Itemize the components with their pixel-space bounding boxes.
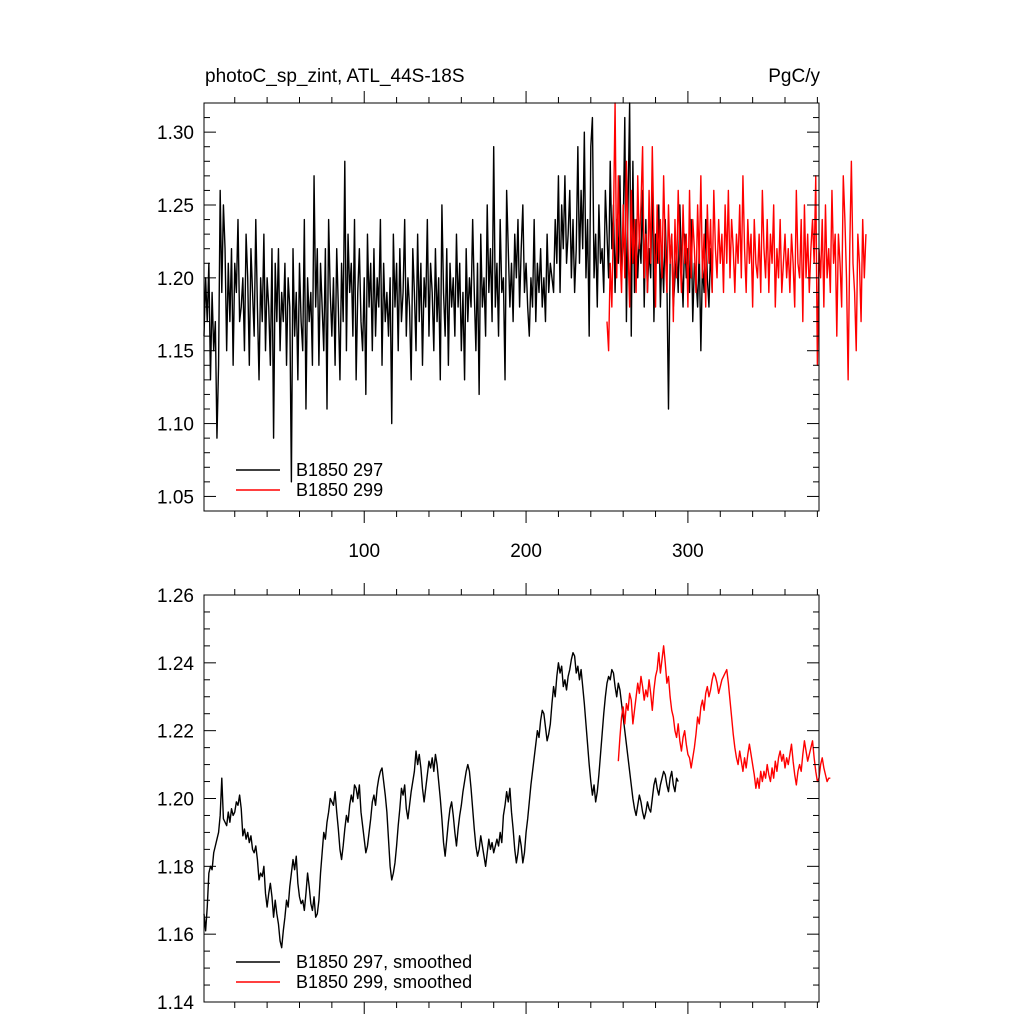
y-tick-label: 1.24 xyxy=(157,654,194,675)
legend-label-1: B1850 297 xyxy=(296,460,383,480)
series-line-2 xyxy=(617,645,831,790)
legend-label-1: B1850 297, smoothed xyxy=(296,952,472,972)
y-tick-label: 1.22 xyxy=(157,722,194,743)
legend-label-2: B1850 299, smoothed xyxy=(296,972,472,992)
top-chart-title: photoC_sp_zint, ATL_44S-18S xyxy=(205,66,465,87)
x-tick-label: 300 xyxy=(672,541,704,562)
legend-label-2: B1850 299 xyxy=(296,480,383,500)
y-tick-label: 1.14 xyxy=(157,993,194,1014)
top-plot-area: 1.05 1.10 1.15 1.20 1.25 1.30 100 200 300 xyxy=(157,91,867,562)
series-line-1 xyxy=(203,651,679,949)
y-tick-label: 1.25 xyxy=(157,196,194,217)
series-line-2 xyxy=(606,102,867,381)
bottom-chart: 1.14 1.16 1.18 1.20 1.22 1.24 1.26 B1850 297, … xyxy=(157,583,831,1014)
plot-frame xyxy=(203,594,820,1003)
y-tick-label: 1.26 xyxy=(157,586,194,607)
y-tick-label: 1.30 xyxy=(157,123,194,144)
y-tick-label: 1.20 xyxy=(157,790,194,811)
y-tick-label: 1.18 xyxy=(157,857,194,878)
top-chart: photoC_sp_zint, ATL_44S-18S PgC/y 1.051.… xyxy=(157,66,867,562)
y-tick-label: 1.20 xyxy=(157,269,194,290)
bottom-plot-area: 1.14 1.16 1.18 1.20 1.22 1.24 1.26 xyxy=(157,583,831,1014)
y-tick-label: 1.05 xyxy=(157,487,194,508)
y-tick-label: 1.15 xyxy=(157,342,194,363)
top-chart-units: PgC/y xyxy=(768,66,820,87)
y-tick-label: 1.16 xyxy=(157,925,194,946)
y-tick-label: 1.10 xyxy=(157,415,194,436)
x-tick-label: 100 xyxy=(348,541,380,562)
x-tick-label: 200 xyxy=(510,541,542,562)
